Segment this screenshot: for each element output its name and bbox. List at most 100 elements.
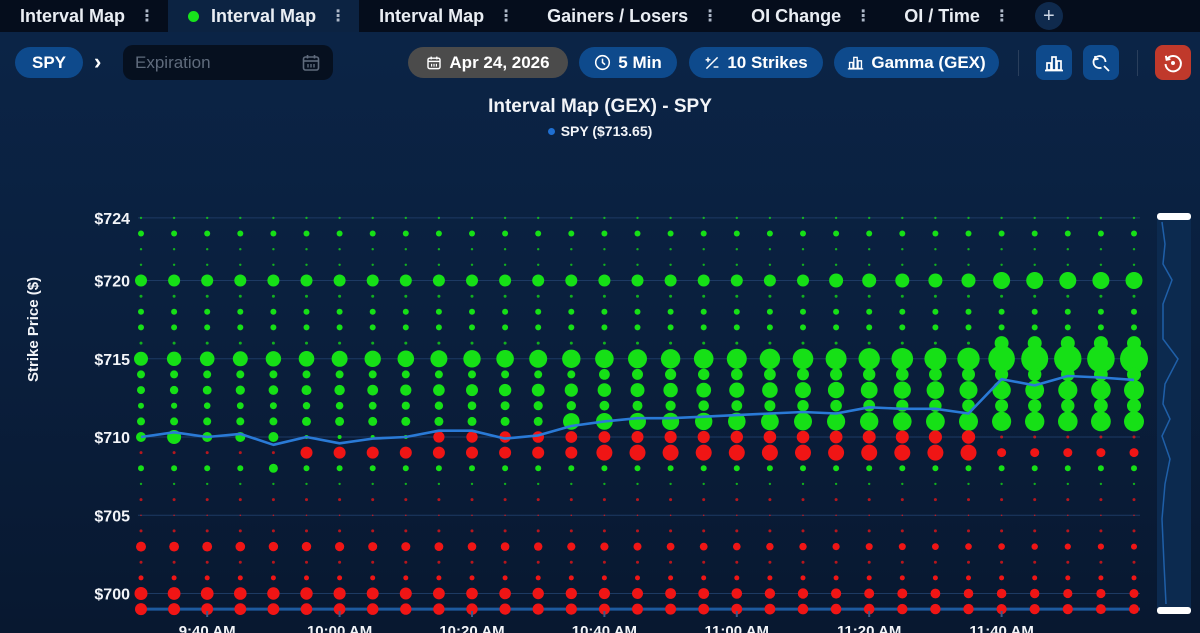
positive-gex-bubble[interactable]: [467, 416, 477, 426]
positive-gex-bubble[interactable]: [1066, 216, 1070, 220]
positive-gex-bubble[interactable]: [899, 308, 906, 315]
positive-gex-bubble[interactable]: [201, 274, 214, 287]
positive-gex-bubble[interactable]: [437, 341, 441, 345]
negative-gex-bubble[interactable]: [569, 560, 573, 564]
positive-gex-bubble[interactable]: [139, 248, 143, 251]
positive-gex-bubble[interactable]: [305, 248, 308, 251]
positive-gex-bubble[interactable]: [766, 230, 773, 237]
positive-gex-bubble[interactable]: [404, 216, 407, 220]
positive-gex-bubble[interactable]: [735, 248, 738, 251]
positive-gex-bubble[interactable]: [929, 368, 942, 381]
negative-gex-bubble[interactable]: [996, 588, 1007, 599]
positive-gex-bubble[interactable]: [967, 263, 970, 266]
positive-gex-bubble[interactable]: [667, 308, 674, 315]
positive-gex-bubble[interactable]: [1132, 248, 1136, 251]
positive-gex-bubble[interactable]: [433, 384, 445, 396]
negative-gex-bubble[interactable]: [598, 603, 610, 615]
positive-gex-bubble[interactable]: [702, 263, 705, 266]
negative-gex-bubble[interactable]: [635, 575, 640, 581]
positive-gex-bubble[interactable]: [336, 230, 343, 237]
positive-gex-bubble[interactable]: [833, 230, 840, 237]
positive-gex-bubble[interactable]: [501, 370, 510, 379]
positive-gex-bubble[interactable]: [402, 324, 409, 331]
positive-gex-bubble[interactable]: [1099, 294, 1103, 298]
positive-gex-bubble[interactable]: [1031, 230, 1038, 237]
interval-map-plot[interactable]: $724 $720 $715 $710 $705 $700 9:40 AM 10:00 AM 1…: [0, 32, 1200, 633]
negative-gex-bubble[interactable]: [171, 575, 177, 581]
negative-gex-bubble[interactable]: [567, 542, 576, 551]
tab-oi-change[interactable]: OI Change ⋮: [731, 0, 884, 32]
positive-gex-bubble[interactable]: [570, 482, 573, 486]
negative-gex-bubble[interactable]: [665, 588, 676, 599]
positive-gex-bubble[interactable]: [868, 248, 871, 251]
positive-gex-bubble[interactable]: [503, 216, 507, 220]
negative-gex-bubble[interactable]: [967, 514, 970, 517]
negative-gex-bubble[interactable]: [1067, 514, 1069, 517]
negative-gex-bubble[interactable]: [867, 529, 871, 533]
negative-gex-bubble[interactable]: [335, 542, 345, 552]
negative-gex-bubble[interactable]: [238, 560, 242, 564]
positive-gex-bubble[interactable]: [502, 308, 509, 315]
positive-gex-bubble[interactable]: [270, 324, 277, 331]
positive-gex-bubble[interactable]: [1097, 308, 1104, 315]
positive-gex-bubble[interactable]: [139, 216, 143, 220]
positive-gex-bubble[interactable]: [205, 294, 209, 298]
kebab-menu-icon[interactable]: ⋮: [855, 8, 871, 25]
positive-gex-bubble[interactable]: [237, 308, 244, 315]
negative-gex-bubble[interactable]: [764, 588, 776, 599]
negative-gex-bubble[interactable]: [930, 588, 941, 599]
positive-gex-bubble[interactable]: [404, 341, 408, 345]
positive-gex-bubble[interactable]: [766, 308, 773, 315]
negative-gex-bubble[interactable]: [731, 588, 743, 599]
negative-gex-bubble[interactable]: [433, 587, 445, 600]
positive-gex-bubble[interactable]: [1066, 482, 1070, 486]
positive-gex-bubble[interactable]: [1099, 263, 1103, 266]
negative-gex-bubble[interactable]: [669, 529, 673, 533]
positive-gex-bubble[interactable]: [470, 248, 474, 251]
positive-gex-bubble[interactable]: [534, 370, 543, 379]
positive-gex-bubble[interactable]: [766, 324, 773, 331]
positive-gex-bubble[interactable]: [562, 349, 581, 368]
negative-gex-bubble[interactable]: [665, 603, 677, 615]
positive-gex-bubble[interactable]: [402, 230, 409, 237]
positive-gex-bubble[interactable]: [371, 248, 374, 251]
negative-gex-bubble[interactable]: [305, 498, 308, 502]
positive-gex-bubble[interactable]: [667, 324, 674, 331]
positive-gex-bubble[interactable]: [759, 348, 781, 369]
negative-gex-bubble[interactable]: [833, 575, 839, 581]
negative-gex-bubble[interactable]: [338, 498, 342, 502]
positive-gex-bubble[interactable]: [928, 273, 943, 288]
negative-gex-bubble[interactable]: [835, 514, 837, 517]
negative-gex-bubble[interactable]: [470, 560, 474, 564]
negative-gex-bubble[interactable]: [1063, 448, 1073, 458]
negative-gex-bubble[interactable]: [169, 541, 180, 552]
positive-gex-bubble[interactable]: [401, 401, 410, 410]
negative-gex-bubble[interactable]: [930, 603, 941, 615]
positive-gex-bubble[interactable]: [1132, 216, 1136, 220]
positive-gex-bubble[interactable]: [988, 345, 1015, 373]
positive-gex-bubble[interactable]: [404, 248, 407, 251]
negative-gex-bubble[interactable]: [499, 446, 512, 459]
positive-gex-bubble[interactable]: [1059, 272, 1077, 289]
positive-gex-bubble[interactable]: [698, 400, 709, 412]
positive-gex-bubble[interactable]: [170, 370, 179, 379]
positive-gex-bubble[interactable]: [536, 294, 540, 298]
positive-gex-bubble[interactable]: [700, 308, 707, 315]
positive-gex-bubble[interactable]: [272, 263, 275, 266]
positive-gex-bubble[interactable]: [568, 465, 575, 472]
negative-gex-bubble[interactable]: [1129, 604, 1139, 615]
positive-gex-bubble[interactable]: [232, 351, 248, 367]
reset-button[interactable]: [1155, 45, 1191, 80]
negative-gex-bubble[interactable]: [1131, 543, 1137, 550]
positive-gex-bubble[interactable]: [833, 308, 840, 315]
positive-gex-bubble[interactable]: [302, 416, 311, 426]
negative-gex-bubble[interactable]: [535, 575, 541, 581]
negative-gex-bubble[interactable]: [565, 587, 577, 600]
positive-gex-bubble[interactable]: [998, 230, 1005, 237]
positive-gex-bubble[interactable]: [303, 230, 310, 237]
positive-gex-bubble[interactable]: [404, 482, 407, 486]
kebab-menu-icon[interactable]: ⋮: [993, 8, 1010, 25]
positive-gex-bubble[interactable]: [537, 263, 540, 266]
positive-gex-bubble[interactable]: [1061, 399, 1075, 413]
positive-gex-bubble[interactable]: [236, 402, 244, 410]
